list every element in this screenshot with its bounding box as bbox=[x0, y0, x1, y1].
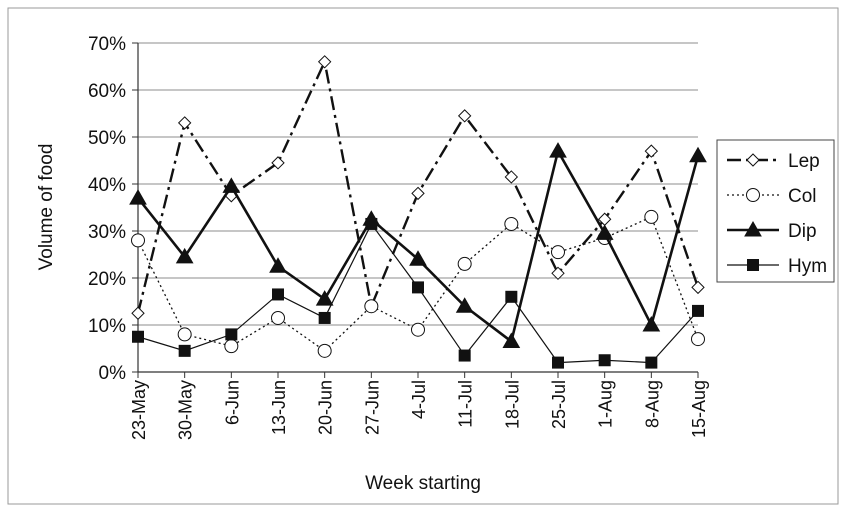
data-point-triangle bbox=[595, 224, 614, 240]
data-point-diamond bbox=[317, 55, 332, 69]
data-point-triangle bbox=[689, 146, 707, 163]
axes bbox=[132, 42, 699, 378]
data-point-circle bbox=[317, 343, 332, 358]
data-point-circle bbox=[271, 310, 285, 325]
legend-box bbox=[716, 139, 835, 283]
y-tick-label: 10% bbox=[88, 316, 126, 337]
data-point-triangle bbox=[175, 247, 194, 264]
data-point-circle bbox=[691, 332, 705, 347]
x-tick-label: 18-Jul bbox=[502, 380, 522, 429]
x-tick-label: 8-Aug bbox=[642, 380, 662, 428]
x-tick-label: 11-Jul bbox=[456, 380, 476, 428]
data-point-diamond bbox=[457, 109, 472, 123]
y-tick-label: 20% bbox=[88, 269, 126, 290]
data-point-diamond bbox=[271, 156, 285, 170]
data-point-square bbox=[178, 344, 191, 357]
data-point-triangle bbox=[502, 332, 521, 348]
data-point-diamond bbox=[691, 280, 705, 295]
x-tick-label: 6-Jun bbox=[222, 380, 242, 425]
x-tick-label: 13-Jun bbox=[269, 380, 289, 435]
data-point-circle bbox=[504, 216, 519, 231]
legend-label: Hym bbox=[788, 256, 827, 277]
x-tick-label: 30-May bbox=[176, 380, 196, 440]
y-tick-label: 30% bbox=[88, 222, 126, 243]
x-tick-label: 25-Jul bbox=[549, 380, 569, 429]
data-point-triangle bbox=[642, 315, 661, 332]
x-tick-label: 27-Jun bbox=[362, 380, 382, 435]
legend-label: Col bbox=[788, 186, 817, 207]
data-point-diamond bbox=[504, 170, 519, 184]
data-point-square bbox=[412, 281, 424, 294]
x-tick-label: 23-May bbox=[129, 380, 149, 440]
data-point-circle bbox=[644, 209, 659, 224]
data-point-square bbox=[272, 288, 284, 301]
data-point-square bbox=[505, 290, 518, 303]
legend: Lep Col Dip Hym bbox=[716, 139, 835, 283]
data-point-circle bbox=[746, 188, 760, 202]
legend-entry-hym: Hym bbox=[727, 256, 827, 277]
data-point-triangle bbox=[409, 250, 427, 266]
y-tick-label: 70% bbox=[88, 34, 126, 55]
y-tick-label: 60% bbox=[88, 81, 126, 102]
data-point-circle bbox=[131, 233, 145, 248]
data-point-circle bbox=[224, 339, 239, 354]
data-point-square bbox=[747, 259, 759, 271]
data-point-circle bbox=[551, 245, 565, 260]
data-point-square bbox=[365, 217, 378, 230]
data-point-square bbox=[645, 356, 658, 369]
data-point-square bbox=[552, 356, 564, 369]
series-lep bbox=[131, 55, 705, 320]
data-point-circle bbox=[177, 327, 192, 342]
legend-label: Dip bbox=[788, 221, 817, 242]
x-tick-label: 1-Aug bbox=[596, 380, 616, 428]
y-tick-label: 40% bbox=[88, 175, 126, 196]
x-tick-label: 15-Aug bbox=[689, 380, 709, 438]
data-point-diamond bbox=[131, 306, 145, 320]
data-point-square bbox=[598, 354, 611, 367]
data-point-diamond bbox=[411, 186, 425, 201]
data-point-triangle bbox=[315, 290, 334, 306]
data-point-triangle bbox=[744, 220, 762, 237]
x-tick-label: 4-Jul bbox=[409, 380, 429, 419]
y-tick-labels: 0% 10% 20% 30% 40% 50% 60% 70% bbox=[88, 34, 126, 384]
data-point-triangle bbox=[549, 142, 567, 158]
data-point-circle bbox=[364, 299, 379, 314]
y-axis-label: Volume of food bbox=[36, 144, 57, 271]
data-point-square bbox=[458, 349, 471, 362]
data-point-square bbox=[318, 311, 331, 324]
x-tick-labels: 23-May 30-May 6-Jun 13-Jun 20-Jun 27-Jun 4-Jul… bbox=[129, 380, 709, 440]
data-point-square bbox=[225, 328, 238, 341]
series-group bbox=[129, 55, 707, 369]
legend-entry-col: Col bbox=[727, 186, 817, 207]
x-tick-label: 20-Jun bbox=[316, 380, 336, 435]
x-axis-label: Week starting bbox=[365, 473, 481, 494]
y-tick-label: 0% bbox=[99, 363, 127, 384]
data-point-triangle bbox=[269, 257, 287, 273]
data-point-square bbox=[132, 330, 144, 343]
y-tick-label: 50% bbox=[88, 128, 126, 149]
data-point-triangle bbox=[129, 189, 147, 205]
legend-label: Lep bbox=[788, 151, 820, 172]
data-point-diamond bbox=[551, 266, 565, 281]
data-point-circle bbox=[457, 256, 472, 271]
data-point-diamond bbox=[746, 153, 760, 167]
data-point-diamond bbox=[177, 116, 192, 130]
data-point-diamond bbox=[644, 144, 659, 158]
data-point-triangle bbox=[455, 297, 474, 313]
data-point-square bbox=[692, 304, 704, 317]
series-hym bbox=[132, 217, 704, 369]
data-point-triangle bbox=[222, 177, 241, 193]
chart-border bbox=[7, 7, 839, 505]
legend-entry-dip: Dip bbox=[727, 220, 817, 242]
legend-entry-lep: Lep bbox=[727, 151, 820, 172]
data-point-circle bbox=[411, 322, 425, 337]
